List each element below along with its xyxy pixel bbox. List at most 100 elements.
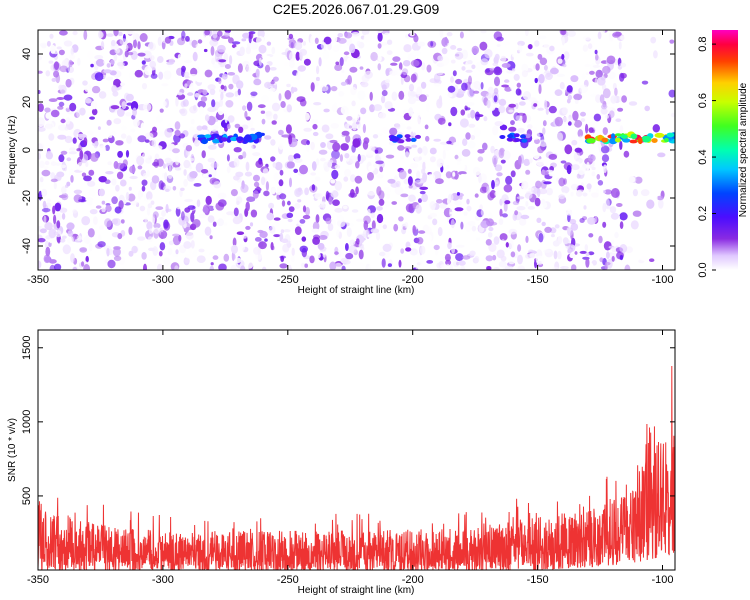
spectrogram-noise-blob (223, 253, 230, 262)
spectrogram-noise-blob (432, 218, 438, 226)
spectrogram-noise-blob (57, 134, 67, 140)
spectrogram-noise-blob (237, 88, 241, 96)
spectrogram-noise-blob (42, 200, 47, 209)
spectrogram-noise-blob (571, 205, 580, 209)
spectrogram-noise-blob (561, 186, 570, 194)
spectrogram-noise-blob (502, 150, 511, 161)
spectrogram-noise-blob (158, 71, 164, 80)
spectrogram-noise-blob (316, 253, 321, 259)
spectrogram-noise-blob (264, 219, 270, 224)
spectrogram-noise-blob (41, 169, 51, 177)
spectrogram-noise-blob (220, 92, 224, 100)
spectrogram-noise-blob (217, 192, 227, 200)
spectrogram-noise-blob (436, 158, 445, 168)
spectrogram-noise-blob (78, 199, 87, 203)
spectrogram-noise-blob (473, 127, 481, 138)
spectrogram-noise-blob (278, 93, 282, 101)
x-tick-label: -200 (402, 274, 424, 286)
spectrogram-noise-blob (81, 172, 87, 177)
spectrogram-noise-blob (294, 226, 302, 236)
spectrogram-noise-blob (585, 141, 591, 150)
spectrogram-noise-blob (635, 116, 642, 120)
spectrogram-noise-blob (606, 55, 616, 65)
spectrogram-noise-blob (62, 221, 68, 231)
spectrogram-noise-blob (514, 210, 518, 216)
spectrogram-noise-blob (43, 254, 51, 264)
spectrogram-signal-blob (586, 138, 596, 144)
spectrogram-noise-blob (392, 56, 401, 62)
spectrogram-noise-blob (433, 138, 442, 142)
spectrogram-noise-blob (238, 126, 244, 133)
spectrogram-noise-blob (525, 169, 531, 175)
spectrogram-noise-blob (351, 209, 359, 213)
spectrogram-noise-blob (541, 221, 546, 227)
spectrogram-noise-blob (161, 53, 169, 60)
spectrogram-noise-blob (537, 188, 541, 198)
spectrogram-noise-blob (146, 221, 153, 231)
spectrogram-noise-blob (601, 30, 605, 34)
spectrogram-noise-blob (563, 51, 570, 60)
spectrogram-noise-blob (394, 68, 403, 76)
spectrogram-noise-blob (463, 173, 468, 178)
spectrogram-noise-blob (132, 107, 138, 117)
spectrogram-noise-blob (341, 69, 345, 73)
spectrogram-noise-blob (359, 154, 367, 162)
spectrogram-noise-blob (293, 168, 299, 173)
spectrogram-noise-blob (218, 59, 227, 63)
spectrogram-noise-blob (202, 173, 210, 178)
spectrogram-noise-blob (468, 30, 476, 33)
spectrogram-noise-blob (543, 249, 552, 253)
spectrogram-noise-blob (611, 246, 617, 253)
spectrogram-noise-blob (570, 191, 574, 197)
spectrogram-noise-blob (72, 266, 78, 270)
spectrogram-noise-blob (482, 142, 488, 151)
spectrogram-noise-blob (190, 240, 195, 249)
spectrogram-noise-blob (558, 48, 567, 52)
spectrogram-noise-blob (55, 230, 62, 238)
spectrogram-noise-blob (45, 152, 54, 160)
spectrogram-noise-blob (431, 189, 439, 194)
spectrogram-noise-blob (155, 115, 163, 123)
spectrogram-noise-blob (158, 131, 165, 137)
spectrogram-noise-blob (145, 157, 152, 164)
spectrogram-noise-blob (123, 44, 129, 52)
spectrogram-noise-blob (270, 81, 275, 85)
spectrogram-noise-blob (338, 90, 345, 97)
spectrogram-noise-blob (225, 228, 233, 233)
spectrogram-signal-blob (630, 133, 638, 140)
spectrogram-noise-blob (69, 147, 76, 151)
spectrogram-noise-blob (190, 118, 195, 125)
spectrogram-noise-blob (480, 208, 488, 217)
spectrogram-noise-blob (467, 220, 476, 227)
spectrogram-noise-blob (512, 200, 520, 206)
spectrogram-noise-blob (174, 166, 181, 171)
spectrogram-noise-blob (109, 131, 117, 136)
spectrogram-noise-blob (231, 244, 238, 254)
spectrogram-noise-blob (159, 242, 166, 251)
spectrogram-noise-blob (517, 254, 523, 265)
spectrogram-noise-blob (279, 263, 288, 269)
spectrogram-noise-blob (600, 145, 610, 154)
spectrogram-noise-blob (548, 153, 558, 160)
spectrogram-noise-blob (158, 180, 164, 190)
spectrogram-noise-blob (334, 251, 339, 255)
spectrogram-noise-blob (351, 100, 356, 107)
spectrogram-noise-blob (376, 213, 384, 224)
spectrogram-noise-blob (54, 162, 62, 166)
spectrogram-noise-blob (62, 235, 67, 239)
spectrogram-noise-blob (227, 72, 236, 76)
spectrogram-noise-blob (475, 61, 483, 72)
spectrogram-noise-blob (281, 134, 291, 138)
spectrogram-noise-blob (210, 46, 215, 56)
spectrogram-signal-blob (614, 137, 622, 143)
spectrogram-noise-blob (348, 125, 353, 129)
spectrogram-noise-blob (513, 73, 520, 81)
spectrogram-noise-blob (538, 232, 544, 243)
spectrogram-noise-blob (177, 54, 182, 60)
spectrogram-noise-blob (407, 97, 416, 105)
spectrogram-noise-blob (644, 105, 650, 112)
spectrogram-noise-blob (133, 39, 137, 49)
spectrogram-noise-blob (217, 106, 224, 116)
spectrogram-noise-blob (473, 80, 481, 90)
spectrogram-noise-blob (273, 234, 281, 238)
